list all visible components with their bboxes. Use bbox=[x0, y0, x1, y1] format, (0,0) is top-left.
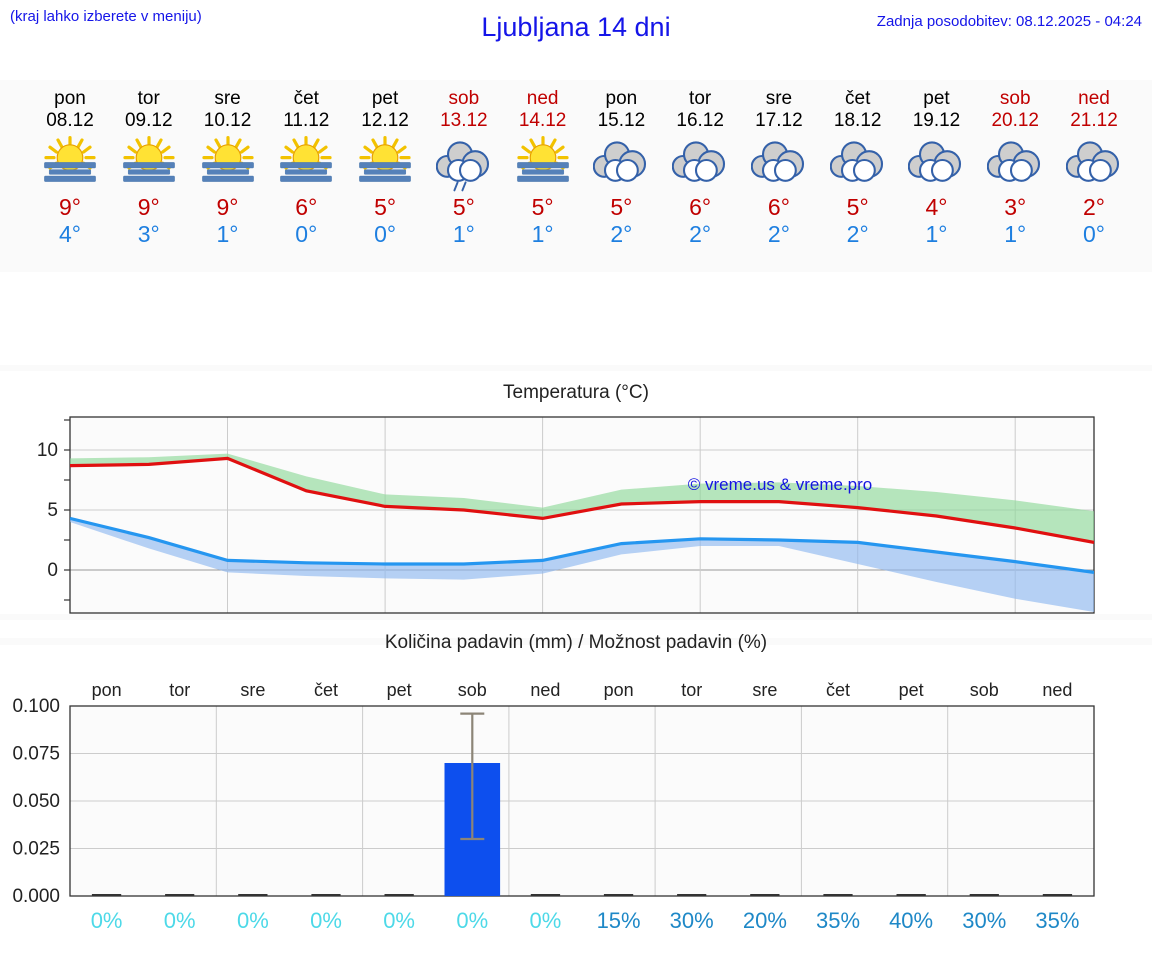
svg-text:0%: 0% bbox=[530, 908, 562, 933]
svg-text:10: 10 bbox=[37, 440, 58, 461]
svg-text:ned: ned bbox=[530, 680, 560, 700]
svg-text:0%: 0% bbox=[456, 908, 488, 933]
svg-text:0%: 0% bbox=[310, 908, 342, 933]
svg-text:0%: 0% bbox=[91, 908, 123, 933]
svg-text:15%: 15% bbox=[597, 908, 641, 933]
svg-text:0.000: 0.000 bbox=[12, 886, 60, 907]
svg-text:0%: 0% bbox=[237, 908, 269, 933]
svg-text:© vreme.us & vreme.pro: © vreme.us & vreme.pro bbox=[688, 475, 872, 494]
svg-text:0.075: 0.075 bbox=[12, 744, 60, 765]
svg-text:sre: sre bbox=[240, 680, 265, 700]
svg-text:sob: sob bbox=[458, 680, 487, 700]
svg-text:20%: 20% bbox=[743, 908, 787, 933]
svg-text:pon: pon bbox=[604, 680, 634, 700]
svg-text:Količina padavin (mm) / Možnos: Količina padavin (mm) / Možnost padavin … bbox=[385, 632, 767, 653]
svg-text:čet: čet bbox=[314, 680, 338, 700]
svg-text:ned: ned bbox=[1042, 680, 1072, 700]
svg-text:0.100: 0.100 bbox=[12, 696, 60, 717]
svg-text:0.025: 0.025 bbox=[12, 839, 60, 860]
svg-text:sob: sob bbox=[970, 680, 999, 700]
svg-text:30%: 30% bbox=[962, 908, 1006, 933]
svg-text:sre: sre bbox=[752, 680, 777, 700]
svg-text:35%: 35% bbox=[1035, 908, 1079, 933]
svg-text:40%: 40% bbox=[889, 908, 933, 933]
svg-text:0.050: 0.050 bbox=[12, 791, 60, 812]
svg-text:pet: pet bbox=[899, 680, 924, 700]
svg-text:30%: 30% bbox=[670, 908, 714, 933]
svg-text:5: 5 bbox=[47, 500, 58, 521]
svg-text:Temperatura (°C): Temperatura (°C) bbox=[503, 382, 649, 403]
svg-text:pon: pon bbox=[92, 680, 122, 700]
svg-text:pet: pet bbox=[387, 680, 412, 700]
svg-text:čet: čet bbox=[826, 680, 850, 700]
svg-text:35%: 35% bbox=[816, 908, 860, 933]
svg-text:tor: tor bbox=[681, 680, 702, 700]
svg-text:0%: 0% bbox=[383, 908, 415, 933]
svg-text:0: 0 bbox=[47, 560, 58, 581]
svg-text:0%: 0% bbox=[164, 908, 196, 933]
svg-text:tor: tor bbox=[169, 680, 190, 700]
